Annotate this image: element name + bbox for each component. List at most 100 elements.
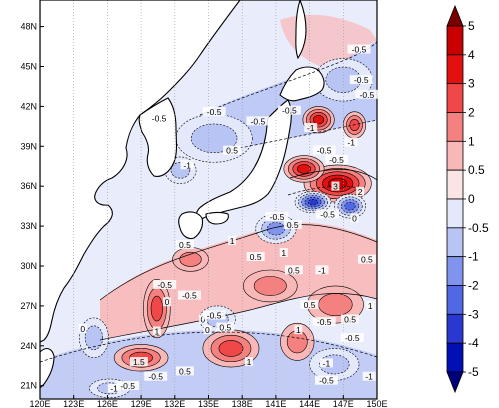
lon-tick-label: 150E: [366, 399, 387, 408]
contour-label: 0.5: [226, 146, 238, 156]
lon-tick-label: 144E: [299, 399, 320, 408]
contour-labels: -0.5 -0.5 -0.5 -0.5 -0.5 -0.5 -0.5 -1 -1 -0.5 -0.5…: [78, 44, 379, 394]
contour-label-bg: [312, 145, 336, 155]
colorbar-max-triangle: [446, 4, 464, 27]
contour-label-bg: [283, 220, 302, 230]
land-japan-hokkaido: [279, 66, 325, 102]
colorbar-label: 5: [468, 19, 475, 33]
contour-label: -0.5: [317, 146, 332, 156]
anomaly-blob: [307, 198, 319, 206]
colorbar-box: [446, 285, 464, 315]
anomaly-blob: [253, 276, 287, 296]
contour-label: 1: [247, 357, 252, 367]
colorbar-box: [446, 313, 464, 344]
lon-tick-label: 123E: [63, 399, 84, 408]
contour-label: -1: [110, 384, 118, 394]
contour-label-bg: [129, 357, 148, 367]
colorbar-box: [446, 83, 464, 113]
contour-label: -0.5: [152, 114, 167, 124]
colorbar-box: [446, 256, 464, 286]
contour-label-bg: [175, 366, 194, 376]
contour-label: 1.5: [133, 357, 145, 367]
colorbar-label: -4: [468, 336, 479, 350]
contour-label: -0.5: [345, 333, 360, 343]
contour-label: -0.5: [354, 75, 369, 85]
contour-label: -0.5: [182, 291, 197, 301]
contour-label-bg: [325, 154, 349, 164]
contour-label-bg: [177, 290, 201, 300]
anomaly-blob: [190, 123, 238, 153]
contour-label: 1: [230, 236, 235, 246]
contour-label: -0.5: [317, 317, 332, 327]
contour-label-bg: [312, 317, 336, 327]
contour-label: 0.5: [288, 265, 300, 275]
land-japan-shikoku: [205, 211, 229, 225]
anomaly-blob: [296, 164, 312, 174]
contour-label-bg: [216, 322, 235, 332]
lon-tick-label: 132E: [164, 399, 185, 408]
contour-label: -1: [183, 160, 191, 170]
contour-label: -0.5: [320, 209, 335, 219]
contour-label: 1: [368, 301, 373, 311]
contour-label: -1: [347, 138, 355, 148]
colorbar-label: 0: [468, 192, 475, 206]
colorbar: 5 4 3 2 1 0.5 0 -0.5 -1 -2 -3 -4 -5: [446, 4, 489, 394]
contour-label-bg: [315, 265, 329, 275]
contour-label-bg: [366, 301, 375, 311]
contour-label: 0.5: [344, 315, 356, 325]
lon-tick-label: 126E: [97, 399, 118, 408]
colorbar-box: [446, 112, 464, 142]
contour-label: 0: [352, 213, 357, 223]
contour-label-bg: [116, 381, 140, 391]
lat-tick-label: 42N: [20, 101, 37, 111]
contour-label-bg: [162, 297, 171, 307]
lat-tick-label: 48N: [20, 22, 37, 32]
contour-label-bg: [314, 375, 338, 385]
anomaly-blob: [318, 293, 353, 317]
contour-label-bg: [228, 236, 237, 246]
contour-label-bg: [175, 240, 194, 250]
colorbar-label: -2: [468, 279, 479, 293]
contour-label: 0.5: [304, 300, 316, 310]
contour-label: 0: [165, 297, 170, 307]
colorbar-box: [446, 342, 464, 373]
contour-label-bg: [316, 209, 340, 219]
contour-label: -0.5: [148, 372, 163, 382]
contour-label-bg: [277, 105, 301, 115]
contour-label-bg: [284, 265, 303, 275]
contour-label: 0.5: [179, 366, 191, 376]
contour-label: -0.5: [251, 116, 266, 126]
lat-tick-label: 27N: [20, 301, 37, 311]
contour-label: 0.5: [250, 252, 262, 262]
colorbar-label: -1: [468, 250, 479, 264]
contour-label: 0.5: [361, 255, 373, 265]
contour-label-bg: [246, 252, 265, 262]
colorbar-label: 3: [468, 77, 475, 91]
lat-tick-label: 21N: [20, 381, 37, 391]
contour-label-bg: [265, 212, 289, 222]
colorbar-box: [446, 54, 464, 85]
contour-label: 1: [281, 248, 286, 258]
contour-label: -1: [307, 123, 315, 133]
contour-label: 0.5: [287, 220, 299, 230]
contour-label: -0.5: [360, 90, 375, 100]
contour-label: -0.5: [270, 212, 285, 222]
contour-label-bg: [355, 89, 379, 99]
colorbar-label: 2: [468, 106, 475, 120]
contour-label-bg: [349, 75, 373, 85]
contour-label: -1: [323, 358, 331, 368]
contour-label: -0.5: [207, 311, 222, 321]
contour-label: -0.5: [157, 280, 172, 290]
land-asia: [40, 0, 241, 343]
contour-label: -0.5: [282, 106, 297, 116]
contour-label-bg: [144, 371, 168, 381]
contour-label: -1: [365, 372, 373, 382]
contour-label-bg: [356, 186, 365, 196]
lon-axis: 120E 123E 126E 129E 132E 135E 138E 141E 144E 147E…: [29, 395, 388, 408]
lat-tick-label: 39N: [20, 141, 37, 151]
anomaly-blob: [179, 251, 202, 267]
contour-label-bg: [341, 314, 360, 324]
lon-tick-label: 141E: [265, 399, 286, 408]
lon-tick-label: 135E: [198, 399, 219, 408]
colorbar-label: -3: [468, 307, 479, 321]
